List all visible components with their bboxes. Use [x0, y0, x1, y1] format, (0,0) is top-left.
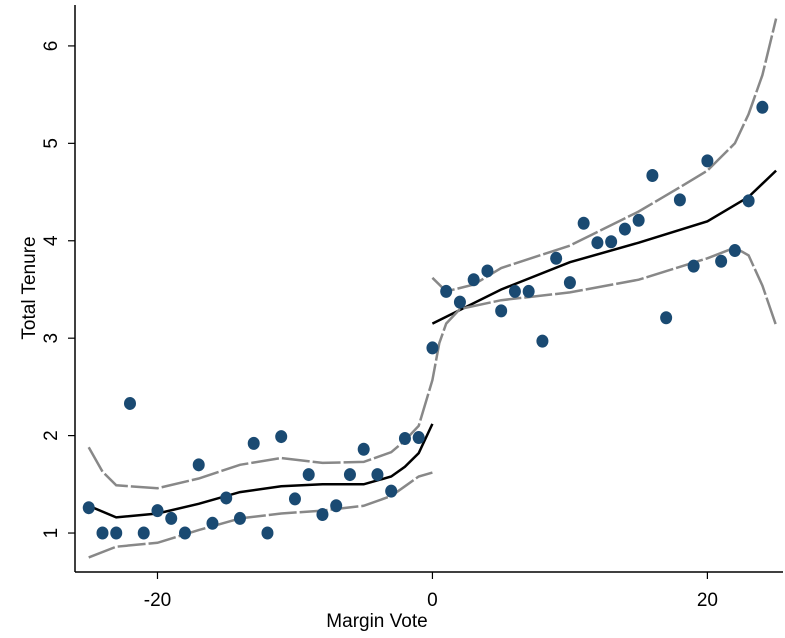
point [632, 213, 645, 227]
fit-line [431, 169, 777, 325]
point [330, 499, 343, 513]
point [357, 442, 370, 456]
y-tick-label: 5 [41, 138, 62, 149]
point [110, 526, 123, 540]
point [715, 254, 728, 268]
point [220, 491, 233, 505]
point [96, 526, 109, 540]
x-tick-label: 20 [697, 590, 718, 611]
point [233, 511, 246, 525]
point [82, 501, 95, 515]
point [412, 431, 425, 445]
point [371, 468, 384, 482]
point [453, 295, 466, 309]
x-tick-label: 0 [427, 590, 438, 611]
point [192, 458, 205, 472]
point [591, 236, 604, 250]
point [646, 168, 659, 182]
point [467, 273, 480, 287]
y-tick-label: 4 [41, 235, 62, 246]
point [536, 334, 549, 348]
confidence-band [87, 246, 778, 490]
point [508, 284, 521, 298]
point [550, 251, 563, 265]
point [618, 222, 631, 236]
x-axis-label: Margin Vote [326, 611, 427, 632]
point [426, 341, 439, 355]
point [563, 276, 576, 290]
y-tick-label: 3 [41, 333, 62, 344]
point [206, 516, 219, 530]
point [247, 436, 260, 450]
point [440, 284, 453, 298]
y-tick-label: 1 [41, 528, 62, 539]
point [343, 468, 356, 482]
point [165, 511, 178, 525]
point [673, 193, 686, 207]
y-axis-label: Total Tenure [19, 236, 40, 339]
point [756, 100, 769, 114]
point [261, 526, 274, 540]
point [728, 244, 741, 258]
point [687, 259, 700, 273]
point [302, 468, 315, 482]
point [151, 504, 164, 518]
point [495, 304, 508, 318]
y-tick-label: 6 [41, 41, 62, 52]
point [288, 492, 301, 506]
point [316, 508, 329, 522]
point [701, 154, 714, 168]
point [742, 194, 755, 208]
point [522, 284, 535, 298]
point [481, 264, 494, 278]
y-tick-label: 2 [41, 430, 62, 441]
x-tick-label: -20 [144, 590, 171, 611]
point [398, 432, 411, 446]
point [577, 216, 590, 230]
confidence-band [431, 18, 778, 293]
confidence-band [88, 471, 433, 559]
point [605, 235, 618, 249]
point [660, 311, 673, 325]
point [385, 484, 398, 498]
fit-line [88, 423, 434, 519]
point [178, 526, 191, 540]
point [137, 526, 150, 540]
point [123, 396, 136, 410]
point [275, 430, 288, 444]
